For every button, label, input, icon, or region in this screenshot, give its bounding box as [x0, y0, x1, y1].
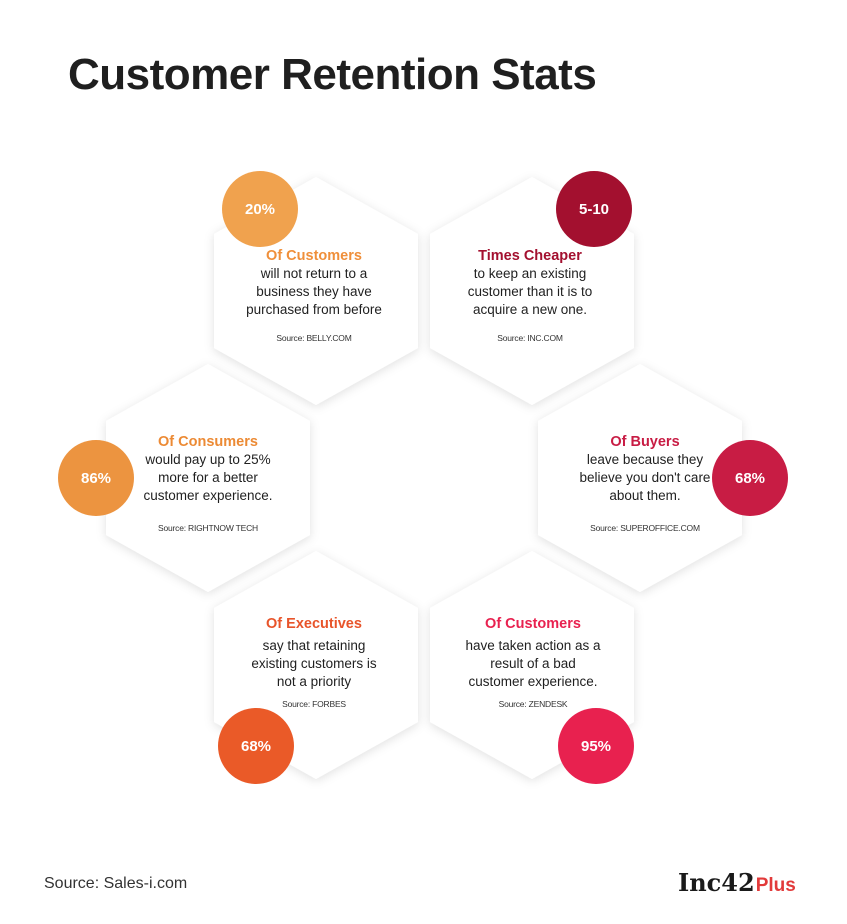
stat-text-line: not a priority	[276, 674, 352, 689]
stat-heading: Of Customers	[485, 616, 581, 632]
stat-value-circle: 5-10	[556, 171, 632, 247]
inc42-plus-logo: Inc42 Plus	[678, 868, 796, 897]
stat-source: Source: RIGHTNOW TECH	[157, 523, 259, 533]
stat-card-times-cheaper: Times Cheaper to keep an existing custom…	[440, 247, 620, 343]
stat-text-line: business they have	[256, 284, 372, 299]
stat-text-line: about them.	[609, 488, 681, 503]
stat-text-line: purchased from before	[246, 302, 382, 317]
stat-text-line: say that retaining	[262, 638, 366, 653]
stat-heading: Times Cheaper	[478, 248, 582, 264]
stat-source: Source: BELLY.COM	[276, 333, 352, 343]
stat-text-line: leave because they	[586, 452, 704, 467]
stat-text-line: will not return to a	[260, 266, 368, 281]
stat-text-line: to keep an existing	[473, 266, 587, 281]
stat-text-line: result of a bad	[490, 656, 576, 671]
stat-text-line: existing customers is	[251, 656, 377, 671]
logo-plus-text: Plus	[755, 875, 796, 896]
stat-heading: Of Buyers	[610, 434, 680, 450]
stat-heading: Of Customers	[266, 248, 362, 264]
stat-text-line: believe you don't care	[579, 470, 711, 485]
stat-source: Source: SUPEROFFICE.COM	[590, 523, 700, 533]
stat-card-consumers-pay-more: Of Consumers would pay up to 25% more fo…	[118, 433, 298, 533]
stat-source: Source: ZENDESK	[498, 699, 568, 709]
stat-card-customers-not-return: Of Customers will not return to a busine…	[224, 247, 404, 343]
hexagon-3	[106, 364, 310, 592]
stat-source: Source: INC.COM	[497, 333, 563, 343]
stat-text-line: acquire a new one.	[472, 302, 588, 317]
hexagon-4	[538, 364, 742, 592]
stat-value-circle: 95%	[558, 708, 634, 784]
stat-text-line: customer experience.	[143, 488, 273, 503]
stat-value-circle: 20%	[222, 171, 298, 247]
page-title: Customer Retention Stats	[68, 50, 597, 99]
stat-value-circle: 68%	[218, 708, 294, 784]
stat-card-buyers-leave: Of Buyers leave because they believe you…	[552, 433, 738, 533]
stat-text-line: customer experience.	[468, 674, 598, 689]
stat-text-line: more for a better	[158, 470, 258, 485]
footer-source: Source: Sales-i.com	[44, 875, 188, 892]
stat-card-customers-action: Of Customers have taken action as a resu…	[440, 615, 626, 709]
stat-text-line: would pay up to 25%	[145, 452, 271, 467]
stat-heading: Of Consumers	[158, 434, 258, 450]
stat-heading: Of Executives	[266, 616, 362, 632]
stat-value-circle: 68%	[712, 440, 788, 516]
stat-source: Source: FORBES	[282, 699, 346, 709]
stat-text-line: customer than it is to	[467, 284, 593, 299]
stat-card-executives: Of Executives say that retaining existin…	[224, 615, 404, 709]
stat-text-line: have taken action as a	[465, 638, 601, 653]
logo-main-text: Inc42	[678, 868, 755, 897]
stat-value-circle: 86%	[58, 440, 134, 516]
